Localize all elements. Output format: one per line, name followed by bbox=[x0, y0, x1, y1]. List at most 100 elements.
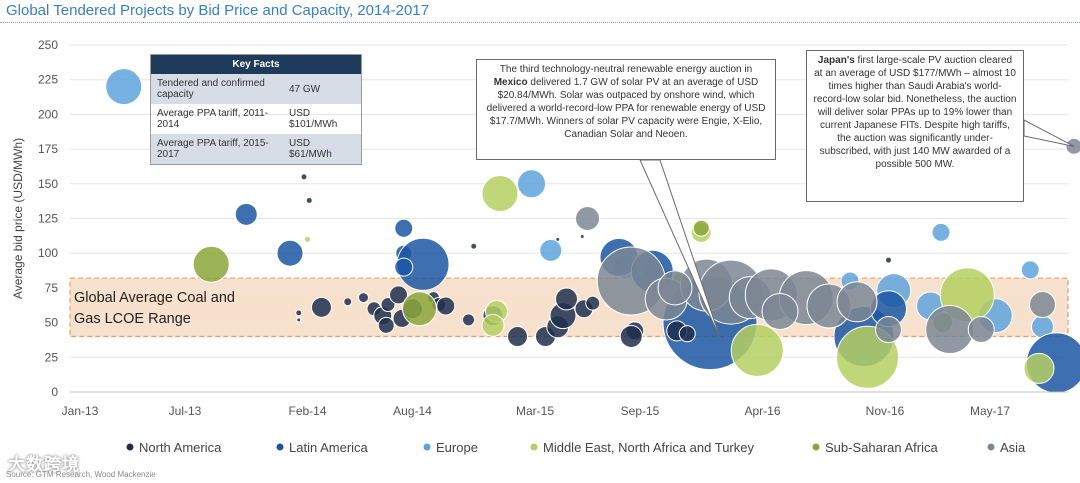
bubble-middle-east-north-africa-and-turkey bbox=[730, 323, 784, 377]
x-tick-label: Feb-14 bbox=[288, 404, 326, 418]
bubble-asia bbox=[761, 292, 799, 330]
bubble-north-america bbox=[619, 324, 643, 348]
bubble-north-america bbox=[507, 325, 528, 347]
bubble-north-america bbox=[678, 325, 696, 343]
bubble-middle-east-north-africa-and-turkey bbox=[304, 235, 311, 243]
key-facts-label: Tendered and confirmed capacity bbox=[150, 74, 283, 104]
y-tick-label: 125 bbox=[38, 212, 58, 226]
bubble-north-america bbox=[305, 196, 313, 204]
x-tick-label: Nov-16 bbox=[866, 404, 905, 418]
legend-label: Latin America bbox=[289, 440, 369, 455]
y-tick-label: 175 bbox=[38, 142, 58, 156]
callout-pointer-layer bbox=[639, 119, 1075, 340]
y-tick-label: 75 bbox=[45, 281, 59, 295]
bubble-middle-east-north-africa-and-turkey bbox=[481, 313, 505, 337]
bubble-north-america bbox=[885, 256, 892, 264]
legend-marker bbox=[126, 443, 134, 451]
japan-callout: Japan's first large-scale PV auction cle… bbox=[806, 50, 1024, 202]
title-divider bbox=[0, 22, 1080, 23]
y-tick-label: 200 bbox=[38, 107, 58, 121]
key-facts-label: Average PPA tariff, 2011-2014 bbox=[157, 108, 268, 130]
bubble-north-america bbox=[296, 317, 302, 323]
axis-layer: 0 25 50 75 100 125 150 175 200 225 250 Jan-13 Jul-13… bbox=[11, 38, 1068, 418]
bubble-layer bbox=[105, 68, 1080, 394]
bubble-sub-saharan-africa bbox=[692, 219, 710, 237]
bubble-middle-east-north-africa-and-turkey bbox=[1023, 352, 1055, 384]
x-tick-label: May-17 bbox=[970, 404, 1010, 418]
x-tick-label: Jul-13 bbox=[169, 404, 202, 418]
japan-callout-bold: Japan's bbox=[817, 55, 855, 66]
y-tick-label: 250 bbox=[38, 38, 58, 52]
x-tick-label: Jan-13 bbox=[62, 404, 99, 418]
legend-marker bbox=[812, 443, 820, 451]
key-facts-value: 47 GW bbox=[283, 74, 362, 104]
bubble-sub-saharan-africa bbox=[402, 291, 437, 327]
key-facts-value: USD $61/MWh bbox=[283, 134, 362, 165]
y-tick-label: 150 bbox=[38, 177, 58, 191]
bubble-asia bbox=[575, 206, 600, 231]
japan-callout-post: first large-scale PV auction cleared at … bbox=[813, 55, 1017, 170]
key-facts-header: Key Facts bbox=[150, 54, 362, 74]
source-note: Source: GTM Research, Wood Mackenzie bbox=[6, 470, 156, 479]
key-facts-label: Average PPA tariff, 2015-2017 bbox=[150, 134, 283, 165]
lcoe-band-label: Global Average Coal and Gas LCOE Range bbox=[74, 288, 235, 330]
bubble-middle-east-north-africa-and-turkey bbox=[481, 175, 519, 213]
lcoe-band-label-line2: Gas LCOE Range bbox=[74, 311, 191, 327]
bubble-asia bbox=[967, 316, 995, 344]
bubble-north-america bbox=[343, 297, 353, 307]
bubble-north-america bbox=[462, 313, 475, 327]
x-tick-label: Mar-15 bbox=[516, 404, 554, 418]
bubble-latin-america bbox=[394, 218, 414, 238]
japan-callout-pointer bbox=[1023, 119, 1075, 147]
bubble-north-america bbox=[295, 309, 303, 317]
bubble-north-america bbox=[358, 292, 369, 304]
bubble-asia bbox=[1029, 291, 1056, 319]
y-tick-label: 100 bbox=[38, 246, 58, 260]
key-facts-row: Tendered and confirmed capacity 47 GW bbox=[150, 74, 362, 104]
bubble-north-america bbox=[300, 173, 308, 181]
key-facts-row: Average PPA tariff, 2015-2017 USD $61/MW… bbox=[150, 134, 362, 165]
bubble-north-america bbox=[585, 295, 601, 311]
y-tick-label: 25 bbox=[45, 350, 59, 364]
bubble-north-america bbox=[579, 234, 585, 240]
legend-label: North America bbox=[139, 440, 222, 455]
mexico-callout-bold: Mexico bbox=[493, 77, 528, 88]
chart-title: Global Tendered Projects by Bid Price an… bbox=[6, 2, 430, 19]
bubble-europe bbox=[105, 68, 143, 106]
bubble-north-america bbox=[377, 316, 395, 334]
bubble-europe bbox=[539, 238, 563, 262]
watermark: 大数跨境 bbox=[8, 455, 80, 474]
legend: North America Latin America Europe Middle E… bbox=[126, 440, 1026, 455]
bubble-north-america bbox=[389, 285, 408, 305]
bubble-latin-america bbox=[394, 257, 414, 277]
y-tick-label: 0 bbox=[51, 385, 58, 399]
bubble-asia bbox=[925, 305, 975, 355]
bubble-north-america bbox=[470, 242, 478, 250]
lcoe-band-label-line1: Global Average Coal and bbox=[74, 290, 235, 306]
key-facts-row: Average PPA tariff, 2011-2014 USD $101/M… bbox=[151, 104, 362, 134]
bubble-europe bbox=[517, 169, 546, 199]
bubble-latin-america bbox=[234, 202, 258, 226]
legend-label: Asia bbox=[1000, 440, 1026, 455]
y-axis-title: Average bid price (USD/MWh) bbox=[11, 138, 25, 299]
y-tick-label: 50 bbox=[45, 316, 59, 330]
mexico-callout-pre: The third technology-neutral renewable e… bbox=[499, 64, 753, 75]
legend-marker bbox=[530, 443, 538, 451]
legend-label: Middle East, North Africa and Turkey bbox=[543, 440, 754, 455]
legend-marker bbox=[423, 443, 431, 451]
legend-marker bbox=[987, 443, 995, 451]
legend-marker bbox=[276, 443, 284, 451]
bubble-europe bbox=[1020, 260, 1040, 280]
key-facts-table: Key Facts Tendered and confirmed capacit… bbox=[150, 54, 362, 165]
bubble-north-america bbox=[555, 287, 578, 311]
bubble-sub-saharan-africa bbox=[192, 245, 230, 283]
x-tick-label: Aug-14 bbox=[393, 404, 432, 418]
bubble-asia bbox=[875, 316, 902, 344]
mexico-callout-pointer bbox=[639, 159, 721, 340]
legend-label: Europe bbox=[436, 440, 478, 455]
mexico-callout-post: delivered 1.7 GW of solar PV at an avera… bbox=[486, 77, 766, 140]
bubble-north-america bbox=[555, 236, 561, 242]
y-tick-label: 225 bbox=[38, 73, 58, 87]
legend-label: Sub-Saharan Africa bbox=[825, 440, 939, 455]
